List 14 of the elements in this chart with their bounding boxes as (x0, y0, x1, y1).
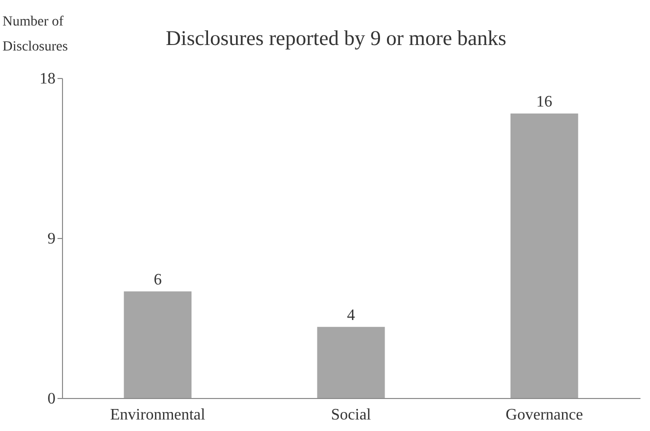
bar (317, 326, 385, 398)
bar (124, 291, 192, 398)
y-tick-label: 18 (40, 70, 56, 88)
y-axis-title: Number of Disclosures (2, 14, 68, 54)
data-label: 4 (347, 306, 355, 324)
x-tick-label: Governance (506, 406, 583, 424)
x-tick-label: Social (331, 406, 372, 424)
y-tick-label: 9 (48, 230, 56, 248)
y-tick-label: 0 (48, 390, 56, 408)
chart-title: Disclosures reported by 9 or more banks (166, 26, 506, 50)
data-label: 6 (154, 271, 162, 288)
x-tick-label: Environmental (110, 406, 206, 424)
data-label: 16 (536, 94, 552, 111)
bar (510, 114, 578, 398)
